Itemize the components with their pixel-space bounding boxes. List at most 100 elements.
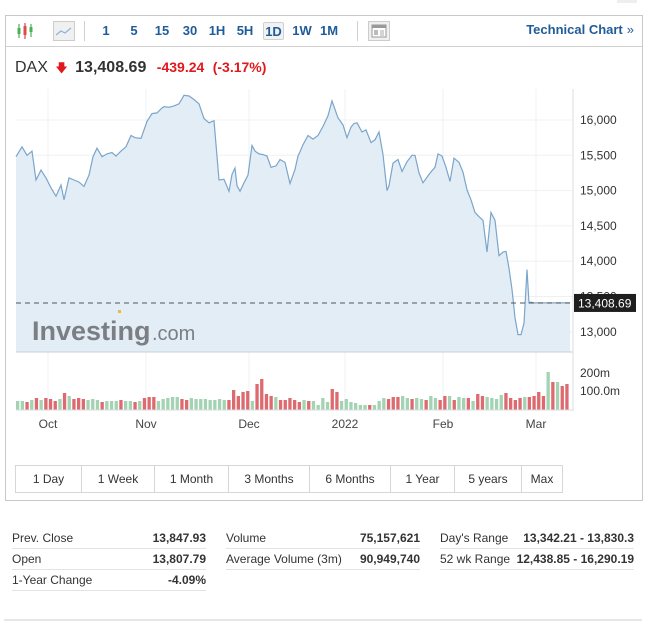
volume-bar: [152, 397, 156, 410]
interval-1[interactable]: 1: [102, 23, 110, 38]
x-tick-label: Nov: [135, 417, 156, 431]
interval-30[interactable]: 30: [182, 23, 198, 38]
investing-watermark-suffix: .com: [152, 323, 195, 345]
down-arrow-icon: 🡇: [55, 61, 68, 75]
volume-bar: [194, 399, 198, 410]
volume-bar: [81, 399, 85, 410]
volume-bar: [62, 393, 67, 410]
volume-bar: [499, 395, 503, 410]
volume-bar: [274, 397, 278, 410]
volume-bar: [471, 401, 475, 410]
volume-bar: [53, 401, 57, 410]
volume-bar: [485, 397, 489, 410]
y-tick-label: 13,000: [580, 325, 617, 339]
volume-bar: [518, 398, 522, 410]
interval-1h[interactable]: 1H: [208, 23, 226, 38]
price-chart[interactable]: 13,00013,50014,00014,50015,00015,50016,0…: [6, 16, 642, 456]
interval-1d[interactable]: 1D: [263, 22, 284, 40]
area-chart-icon[interactable]: [53, 21, 75, 41]
volume-bar: [316, 405, 320, 410]
volume-bar: [199, 399, 203, 410]
stat-value: 13,342.21 - 13,830.3: [523, 531, 634, 545]
volume-bar: [241, 392, 245, 410]
stat-label: Open: [12, 552, 42, 566]
stat-label: Average Volume (3m): [226, 552, 342, 566]
stat-prev-close: Prev. Close 13,847.93: [12, 528, 206, 549]
volume-bar: [297, 402, 301, 410]
interval-5h[interactable]: 5H: [236, 23, 254, 38]
interval-15[interactable]: 15: [154, 23, 170, 38]
volume-bar: [203, 399, 208, 410]
volume-bar: [128, 401, 132, 410]
volume-bar: [349, 402, 353, 410]
stat-label: 52 wk Range: [440, 552, 511, 566]
interval-1m[interactable]: 1M: [319, 23, 339, 38]
volume-bar: [16, 401, 20, 410]
candlestick-icon[interactable]: [15, 21, 37, 41]
volume-bar: [278, 400, 283, 410]
stat-value: -4.09%: [167, 573, 206, 587]
volume-bar: [565, 384, 569, 410]
stat-1-year-change: 1-Year Change -4.09%: [12, 570, 206, 591]
volume-tick-label: 200m: [580, 366, 610, 380]
stat-volume: Volume 75,157,621: [226, 528, 420, 549]
volume-bar: [523, 397, 527, 410]
chart-toolbar: 1 5 15 30 1H 5H 1D 1W 1M Technical Chart…: [6, 16, 642, 47]
volume-bar: [25, 402, 29, 410]
volume-bar: [377, 401, 381, 410]
symbol: DAX: [15, 59, 48, 76]
volume-bar: [109, 401, 114, 410]
volume-bar: [401, 396, 405, 410]
range-3-months[interactable]: 3 Months: [229, 466, 310, 492]
range-6-months[interactable]: 6 Months: [310, 466, 391, 492]
volume-bar: [246, 391, 250, 410]
volume-bar: [410, 399, 414, 410]
volume-bar: [480, 396, 485, 410]
volume-bar: [555, 382, 560, 410]
volume-bar: [457, 397, 461, 410]
stat-average-volume: Average Volume (3m) 90,949,740: [226, 549, 420, 570]
volume-bar: [283, 400, 287, 410]
volume-bar: [100, 402, 104, 410]
volume-bar: [429, 396, 433, 410]
volume-bar: [232, 390, 236, 410]
interval-1w[interactable]: 1W: [292, 23, 312, 38]
technical-chart-link[interactable]: Technical Chart»: [526, 22, 634, 37]
volume-bar: [396, 397, 400, 410]
last-price-badge: [574, 293, 636, 312]
layout-icon[interactable]: [368, 21, 390, 41]
volume-bar: [227, 400, 231, 410]
volume-bar: [424, 400, 428, 410]
stat-days-range: Day's Range 13,342.21 - 13,830.3: [440, 528, 634, 549]
range-5-years[interactable]: 5 years: [455, 466, 522, 492]
volume-bar: [368, 405, 372, 410]
stat-label: Volume: [226, 531, 267, 545]
stat-label: 1-Year Change: [12, 573, 93, 587]
range-1-month[interactable]: 1 Month: [155, 466, 229, 492]
investing-watermark: Investing: [32, 316, 151, 346]
volume-bar: [462, 398, 466, 410]
double-chevron-right-icon: »: [626, 22, 634, 37]
volume-bar: [476, 394, 480, 410]
section-divider: [4, 619, 642, 621]
interval-5[interactable]: 5: [130, 23, 138, 38]
volume-bar: [466, 398, 470, 410]
volume-bar: [358, 405, 362, 410]
volume-bar: [363, 405, 367, 410]
range-1-week[interactable]: 1 Week: [82, 466, 155, 492]
volume-bar: [34, 398, 39, 410]
volume-bar: [166, 398, 170, 410]
volume-bar: [452, 400, 456, 410]
range-1-year[interactable]: 1 Year: [391, 466, 455, 492]
volume-bar: [147, 397, 151, 410]
volume-bar: [161, 399, 165, 410]
price-line: [15, 94, 570, 336]
volume-bar: [354, 403, 358, 410]
volume-bar: [217, 399, 222, 410]
range-max[interactable]: Max: [522, 466, 562, 492]
volume-bar: [504, 393, 508, 410]
volume-bar: [138, 401, 142, 410]
range-1-day[interactable]: 1 Day: [16, 466, 82, 492]
volume-bar: [95, 400, 100, 410]
volume-bar: [250, 401, 254, 410]
